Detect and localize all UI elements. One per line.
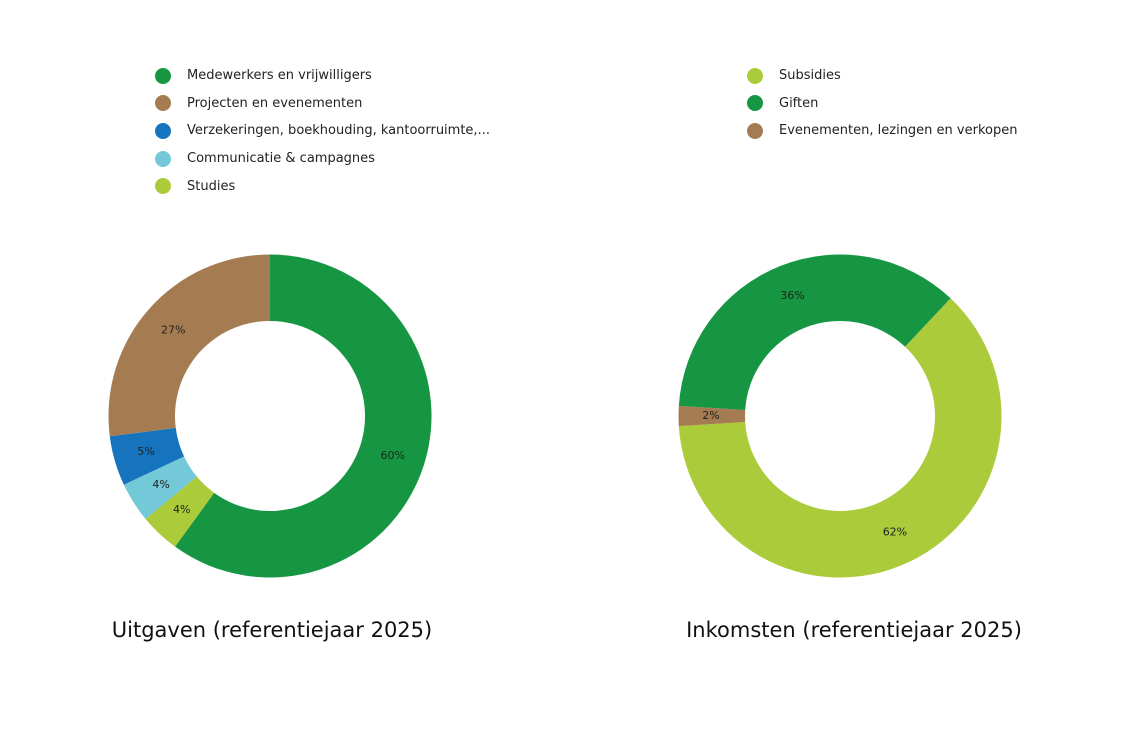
legend-item-events-sales[interactable]: Evenementen, lezingen en verkopen bbox=[747, 117, 1017, 145]
legend-swatch-staff bbox=[155, 67, 171, 84]
slice-subsidies[interactable] bbox=[678, 298, 1002, 578]
legend-item-overhead[interactable]: Verzekeringen, boekhouding, kantoorruimt… bbox=[155, 117, 490, 145]
legend-item-communication[interactable]: Communicatie & campagnes bbox=[155, 145, 490, 173]
slice-evenementen-lezingen-en-verkopen[interactable] bbox=[678, 405, 746, 427]
legend-item-studies[interactable]: Studies bbox=[155, 172, 490, 200]
income-donut-chart: 62% 2% 36% bbox=[678, 254, 1002, 578]
legend-label-staff: Medewerkers en vrijwilligers bbox=[187, 68, 372, 84]
slice-studies[interactable] bbox=[145, 476, 215, 547]
legend-swatch-overhead bbox=[155, 122, 171, 139]
legend-label-communication: Communicatie & campagnes bbox=[187, 151, 375, 167]
income-chart-panel: Subsidies Giften Evenementen, lezingen e… bbox=[566, 0, 1132, 755]
slice-label-verzekeringen-boekhouding-kantoorruimte: 5% bbox=[137, 445, 154, 458]
slice-label-medewerkers-en-vrijwilligers: 60% bbox=[380, 449, 404, 462]
slice-label-projecten-en-evenementen: 27% bbox=[161, 324, 185, 337]
legend-swatch-events-sales bbox=[747, 122, 763, 139]
slice-medewerkers-en-vrijwilligers[interactable] bbox=[175, 254, 432, 578]
slice-label-studies: 4% bbox=[173, 503, 190, 516]
expenses-donut-chart: 60% 4% 4% 5% 27% bbox=[108, 254, 432, 578]
slice-label-evenementen-lezingen-en-verkopen: 2% bbox=[702, 409, 719, 422]
legend-swatch-donations bbox=[747, 95, 763, 112]
legend-label-subsidies: Subsidies bbox=[779, 68, 841, 84]
legend-item-donations[interactable]: Giften bbox=[747, 90, 1017, 118]
expenses-chart-panel: Medewerkers en vrijwilligers Projecten e… bbox=[0, 0, 566, 755]
expenses-legend: Medewerkers en vrijwilligers Projecten e… bbox=[155, 62, 490, 200]
slice-projecten-en-evenementen[interactable] bbox=[108, 254, 270, 437]
legend-swatch-studies bbox=[155, 178, 171, 195]
legend-label-projects: Projecten en evenementen bbox=[187, 95, 363, 111]
slice-label-subsidies: 62% bbox=[883, 526, 907, 539]
legend-label-donations: Giften bbox=[779, 95, 819, 111]
slice-communicatie-campagnes[interactable] bbox=[123, 456, 197, 519]
legend-label-overhead: Verzekeringen, boekhouding, kantoorruimt… bbox=[187, 123, 490, 139]
slice-label-communicatie-campagnes: 4% bbox=[152, 478, 169, 491]
legend-label-studies: Studies bbox=[187, 178, 236, 194]
legend-swatch-communication bbox=[155, 150, 171, 167]
legend-item-projects[interactable]: Projecten en evenementen bbox=[155, 90, 490, 118]
legend-label-events-sales: Evenementen, lezingen en verkopen bbox=[779, 123, 1018, 139]
income-chart-title: Inkomsten (referentiejaar 2025) bbox=[686, 618, 1022, 642]
legend-item-subsidies[interactable]: Subsidies bbox=[747, 62, 1017, 90]
slice-label-giften: 36% bbox=[780, 289, 804, 302]
slice-verzekeringen-boekhouding-kantoorruimte[interactable] bbox=[109, 427, 185, 485]
income-legend: Subsidies Giften Evenementen, lezingen e… bbox=[747, 62, 1017, 145]
legend-swatch-subsidies bbox=[747, 67, 763, 84]
expenses-chart-title: Uitgaven (referentiejaar 2025) bbox=[111, 618, 433, 642]
slice-giften[interactable] bbox=[678, 254, 951, 411]
legend-item-staff[interactable]: Medewerkers en vrijwilligers bbox=[155, 62, 490, 90]
legend-swatch-projects bbox=[155, 95, 171, 112]
